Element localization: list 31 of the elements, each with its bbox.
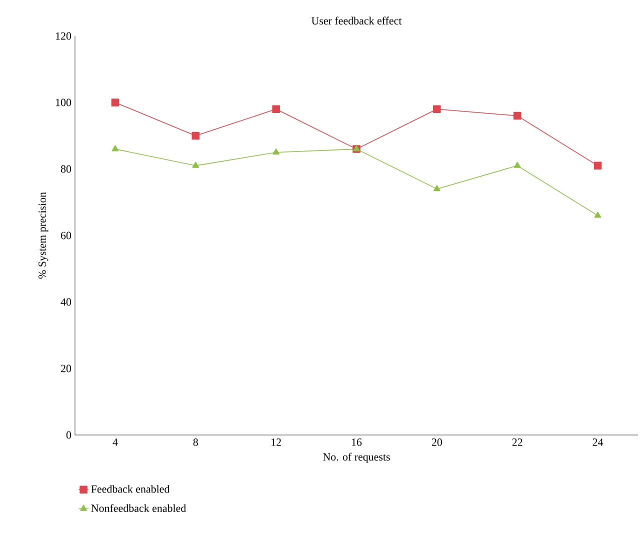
point bbox=[272, 148, 280, 155]
y-tick-label: 60 bbox=[60, 232, 72, 240]
x-tick-label: 4 bbox=[112, 438, 118, 446]
x-tick-label: 20 bbox=[432, 438, 442, 446]
point bbox=[594, 162, 602, 170]
point bbox=[192, 162, 200, 168]
y-tick-label: 80 bbox=[60, 165, 72, 173]
point bbox=[434, 185, 440, 192]
y-tick-label: 120 bbox=[56, 32, 72, 40]
y-tick-label: 0 bbox=[66, 431, 72, 439]
x-tick-label: 12 bbox=[272, 438, 281, 446]
x-tick-label: 8 bbox=[193, 438, 198, 446]
y-tick-label: 40 bbox=[60, 298, 72, 306]
point bbox=[272, 105, 280, 114]
point bbox=[513, 112, 522, 120]
point bbox=[433, 105, 441, 114]
point bbox=[594, 212, 602, 218]
x-axis-title: No. of requests bbox=[323, 452, 390, 463]
point bbox=[192, 132, 200, 140]
point bbox=[111, 98, 120, 106]
point bbox=[112, 145, 119, 152]
y-tick-label: 100 bbox=[56, 98, 72, 106]
legend-label: Feedback enabled bbox=[91, 485, 170, 493]
chart-title: User feedback effect bbox=[312, 16, 402, 25]
x-tick-label: 24 bbox=[592, 438, 604, 446]
x-tick-label: 22 bbox=[512, 438, 522, 446]
y-tick-label: 20 bbox=[61, 364, 72, 372]
x-tick-label: 16 bbox=[352, 438, 362, 446]
y-axis-title: % System precision bbox=[38, 192, 48, 279]
legend-label: Nonfeedback enabled bbox=[91, 504, 186, 512]
point bbox=[514, 162, 521, 168]
